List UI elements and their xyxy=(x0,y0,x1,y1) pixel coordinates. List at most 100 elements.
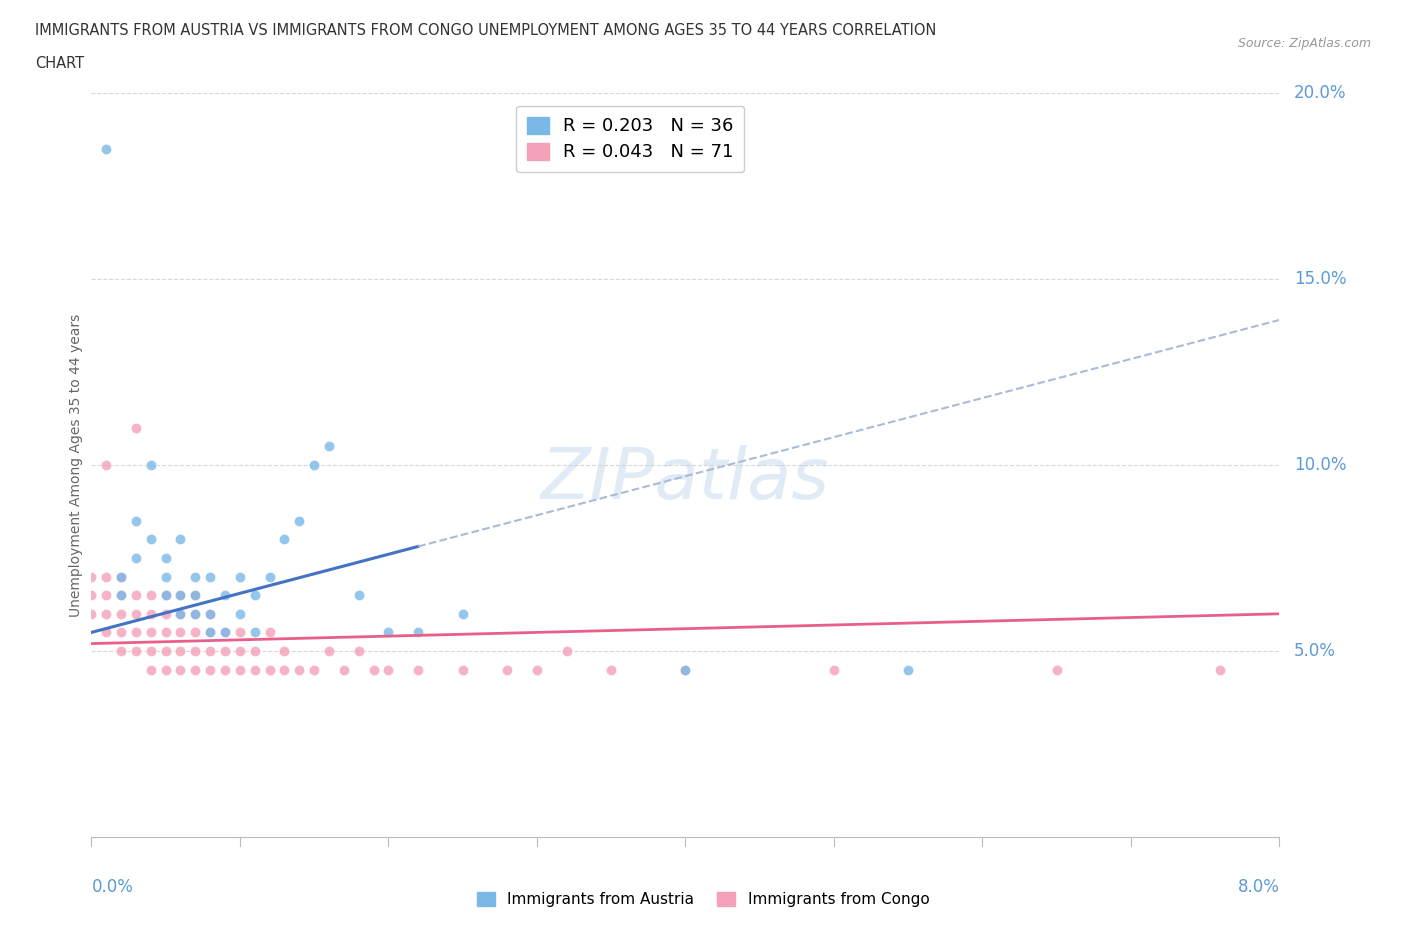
Point xyxy=(96,458,118,472)
Point xyxy=(110,644,132,658)
Point xyxy=(139,662,162,677)
Point xyxy=(139,644,162,658)
Point xyxy=(1209,662,1232,677)
Point xyxy=(200,606,222,621)
Point xyxy=(229,569,252,584)
Point xyxy=(333,662,356,677)
Point xyxy=(347,588,370,603)
Point xyxy=(184,606,207,621)
Text: 20.0%: 20.0% xyxy=(1294,84,1346,102)
Point xyxy=(259,662,281,677)
Point xyxy=(273,662,295,677)
Point xyxy=(288,513,311,528)
Point xyxy=(110,606,132,621)
Text: 8.0%: 8.0% xyxy=(1237,878,1279,896)
Text: 5.0%: 5.0% xyxy=(1294,642,1336,660)
Point xyxy=(155,662,177,677)
Point xyxy=(214,588,236,603)
Text: 0.0%: 0.0% xyxy=(91,878,134,896)
Point xyxy=(96,625,118,640)
Point xyxy=(318,439,340,454)
Point xyxy=(302,662,325,677)
Point xyxy=(184,625,207,640)
Point xyxy=(673,662,696,677)
Point xyxy=(139,458,162,472)
Point xyxy=(184,588,207,603)
Point xyxy=(139,606,162,621)
Point xyxy=(125,644,148,658)
Point xyxy=(155,551,177,565)
Point xyxy=(200,569,222,584)
Point xyxy=(155,606,177,621)
Point xyxy=(229,644,252,658)
Point xyxy=(80,569,103,584)
Point xyxy=(259,625,281,640)
Point xyxy=(288,662,311,677)
Point xyxy=(155,588,177,603)
Point xyxy=(273,644,295,658)
Point xyxy=(139,625,162,640)
Point xyxy=(302,458,325,472)
Point xyxy=(110,625,132,640)
Point xyxy=(110,588,132,603)
Point xyxy=(155,644,177,658)
Point xyxy=(273,532,295,547)
Point xyxy=(139,588,162,603)
Legend: Immigrants from Austria, Immigrants from Congo: Immigrants from Austria, Immigrants from… xyxy=(471,885,935,913)
Point xyxy=(125,606,148,621)
Point xyxy=(169,532,191,547)
Point xyxy=(169,588,191,603)
Text: 10.0%: 10.0% xyxy=(1294,456,1346,474)
Point xyxy=(229,625,252,640)
Point xyxy=(200,606,222,621)
Point xyxy=(214,644,236,658)
Point xyxy=(155,625,177,640)
Point xyxy=(169,606,191,621)
Point xyxy=(200,662,222,677)
Point xyxy=(347,644,370,658)
Point xyxy=(184,644,207,658)
Point xyxy=(155,588,177,603)
Point xyxy=(184,662,207,677)
Text: ZIPatlas: ZIPatlas xyxy=(541,445,830,514)
Point xyxy=(110,569,132,584)
Point xyxy=(555,644,578,658)
Point xyxy=(243,644,266,658)
Point xyxy=(229,606,252,621)
Point xyxy=(229,662,252,677)
Point xyxy=(184,606,207,621)
Point xyxy=(406,625,429,640)
Point xyxy=(110,569,132,584)
Point xyxy=(673,662,696,677)
Point xyxy=(318,644,340,658)
Text: 15.0%: 15.0% xyxy=(1294,270,1346,288)
Point xyxy=(184,569,207,584)
Point xyxy=(377,662,399,677)
Text: Source: ZipAtlas.com: Source: ZipAtlas.com xyxy=(1237,37,1371,50)
Point xyxy=(169,662,191,677)
Point xyxy=(125,625,148,640)
Point xyxy=(155,569,177,584)
Point xyxy=(1046,662,1069,677)
Point xyxy=(125,513,148,528)
Point xyxy=(125,588,148,603)
Point xyxy=(200,644,222,658)
Point xyxy=(169,644,191,658)
Point xyxy=(243,625,266,640)
Point xyxy=(125,551,148,565)
Point xyxy=(80,588,103,603)
Y-axis label: Unemployment Among Ages 35 to 44 years: Unemployment Among Ages 35 to 44 years xyxy=(69,313,83,617)
Point xyxy=(451,662,474,677)
Point xyxy=(526,662,548,677)
Point xyxy=(214,662,236,677)
Point xyxy=(377,625,399,640)
Point xyxy=(259,569,281,584)
Point xyxy=(200,625,222,640)
Point xyxy=(214,625,236,640)
Point xyxy=(406,662,429,677)
Point xyxy=(600,662,623,677)
Point xyxy=(897,662,920,677)
Point xyxy=(96,141,118,156)
Point xyxy=(169,606,191,621)
Point xyxy=(243,588,266,603)
